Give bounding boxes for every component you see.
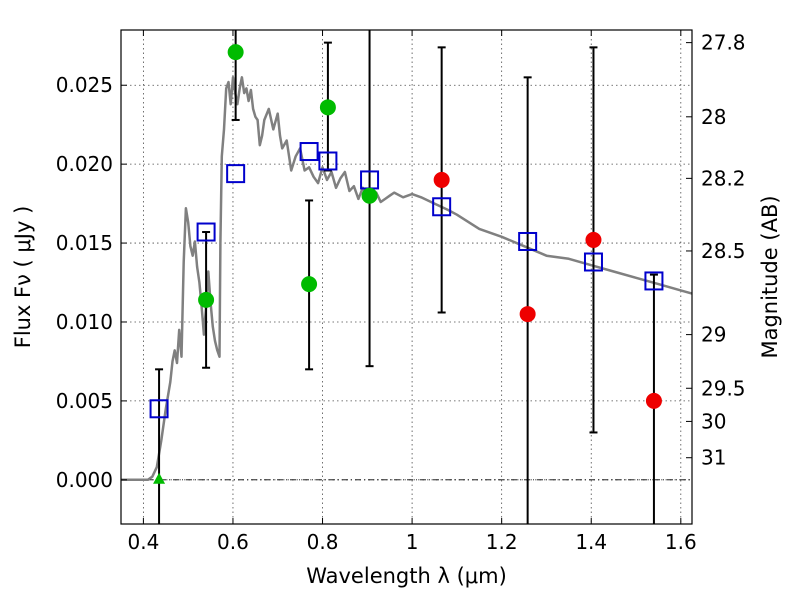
mag-tick-label: 31 (701, 446, 726, 470)
non-detection-point (433, 171, 450, 188)
x-tick-label: 1.2 (486, 530, 518, 554)
non-detection-point (645, 392, 662, 409)
detection-point (227, 44, 244, 61)
markers (149, 44, 664, 484)
detection-point (301, 276, 318, 293)
model-photometry-square (226, 164, 246, 184)
model-photometry-square (196, 222, 216, 242)
x-tick-label: 1 (406, 530, 419, 554)
non-detection-point (519, 306, 536, 323)
mag-tick-label: 30 (701, 409, 726, 433)
y-tick-label: 0.020 (56, 152, 113, 176)
mag-tick-label: 27.8 (701, 31, 746, 55)
model-photometry-square (149, 399, 169, 419)
ticks: 0.4 0.6 0.8 1 1.2 1.4 1.6 0.000 0.005 0.010 0.015 0… (56, 30, 746, 554)
mag-tick-label: 28.2 (701, 166, 746, 190)
y-tick-label: 0.025 (56, 73, 113, 97)
y-tick-label: 0.010 (56, 310, 113, 334)
y-tick-label: 0.005 (56, 389, 113, 413)
detection-point (319, 99, 336, 116)
detection-point (361, 187, 378, 204)
mag-tick-label: 28 (701, 105, 726, 129)
y-tick-label: 0.000 (56, 468, 113, 492)
model-sed-line (121, 76, 693, 482)
model-photometry-square (644, 271, 664, 291)
model-curve-layer (121, 76, 693, 482)
model-photometry-square (318, 151, 338, 171)
y2-axis-label: Magnitude (AB) (758, 195, 782, 358)
x-tick-label: 0.6 (217, 530, 249, 554)
x-tick-label: 1.4 (575, 530, 607, 554)
mag-tick-label: 29.5 (701, 376, 746, 400)
model-photometry-square (299, 142, 319, 162)
plot-frame (120, 29, 693, 525)
x-axis-label: Wavelength λ (μm) (306, 564, 507, 588)
model-photometry-square (583, 252, 603, 272)
mag-tick-label: 29 (701, 323, 726, 347)
model-photometry-square (518, 231, 538, 251)
model-photometry-square (432, 197, 452, 217)
detection-point (198, 291, 215, 308)
y-axis-label: Flux Fν ( μJy ) (11, 206, 35, 349)
non-detection-point (585, 231, 602, 248)
x-tick-label: 0.4 (127, 530, 159, 554)
x-tick-label: 1.6 (665, 530, 697, 554)
y-tick-label: 0.015 (56, 231, 113, 255)
x-tick-label: 0.8 (307, 530, 339, 554)
upper-limit-triangle (153, 472, 166, 484)
mag-tick-label: 28.5 (701, 239, 746, 263)
